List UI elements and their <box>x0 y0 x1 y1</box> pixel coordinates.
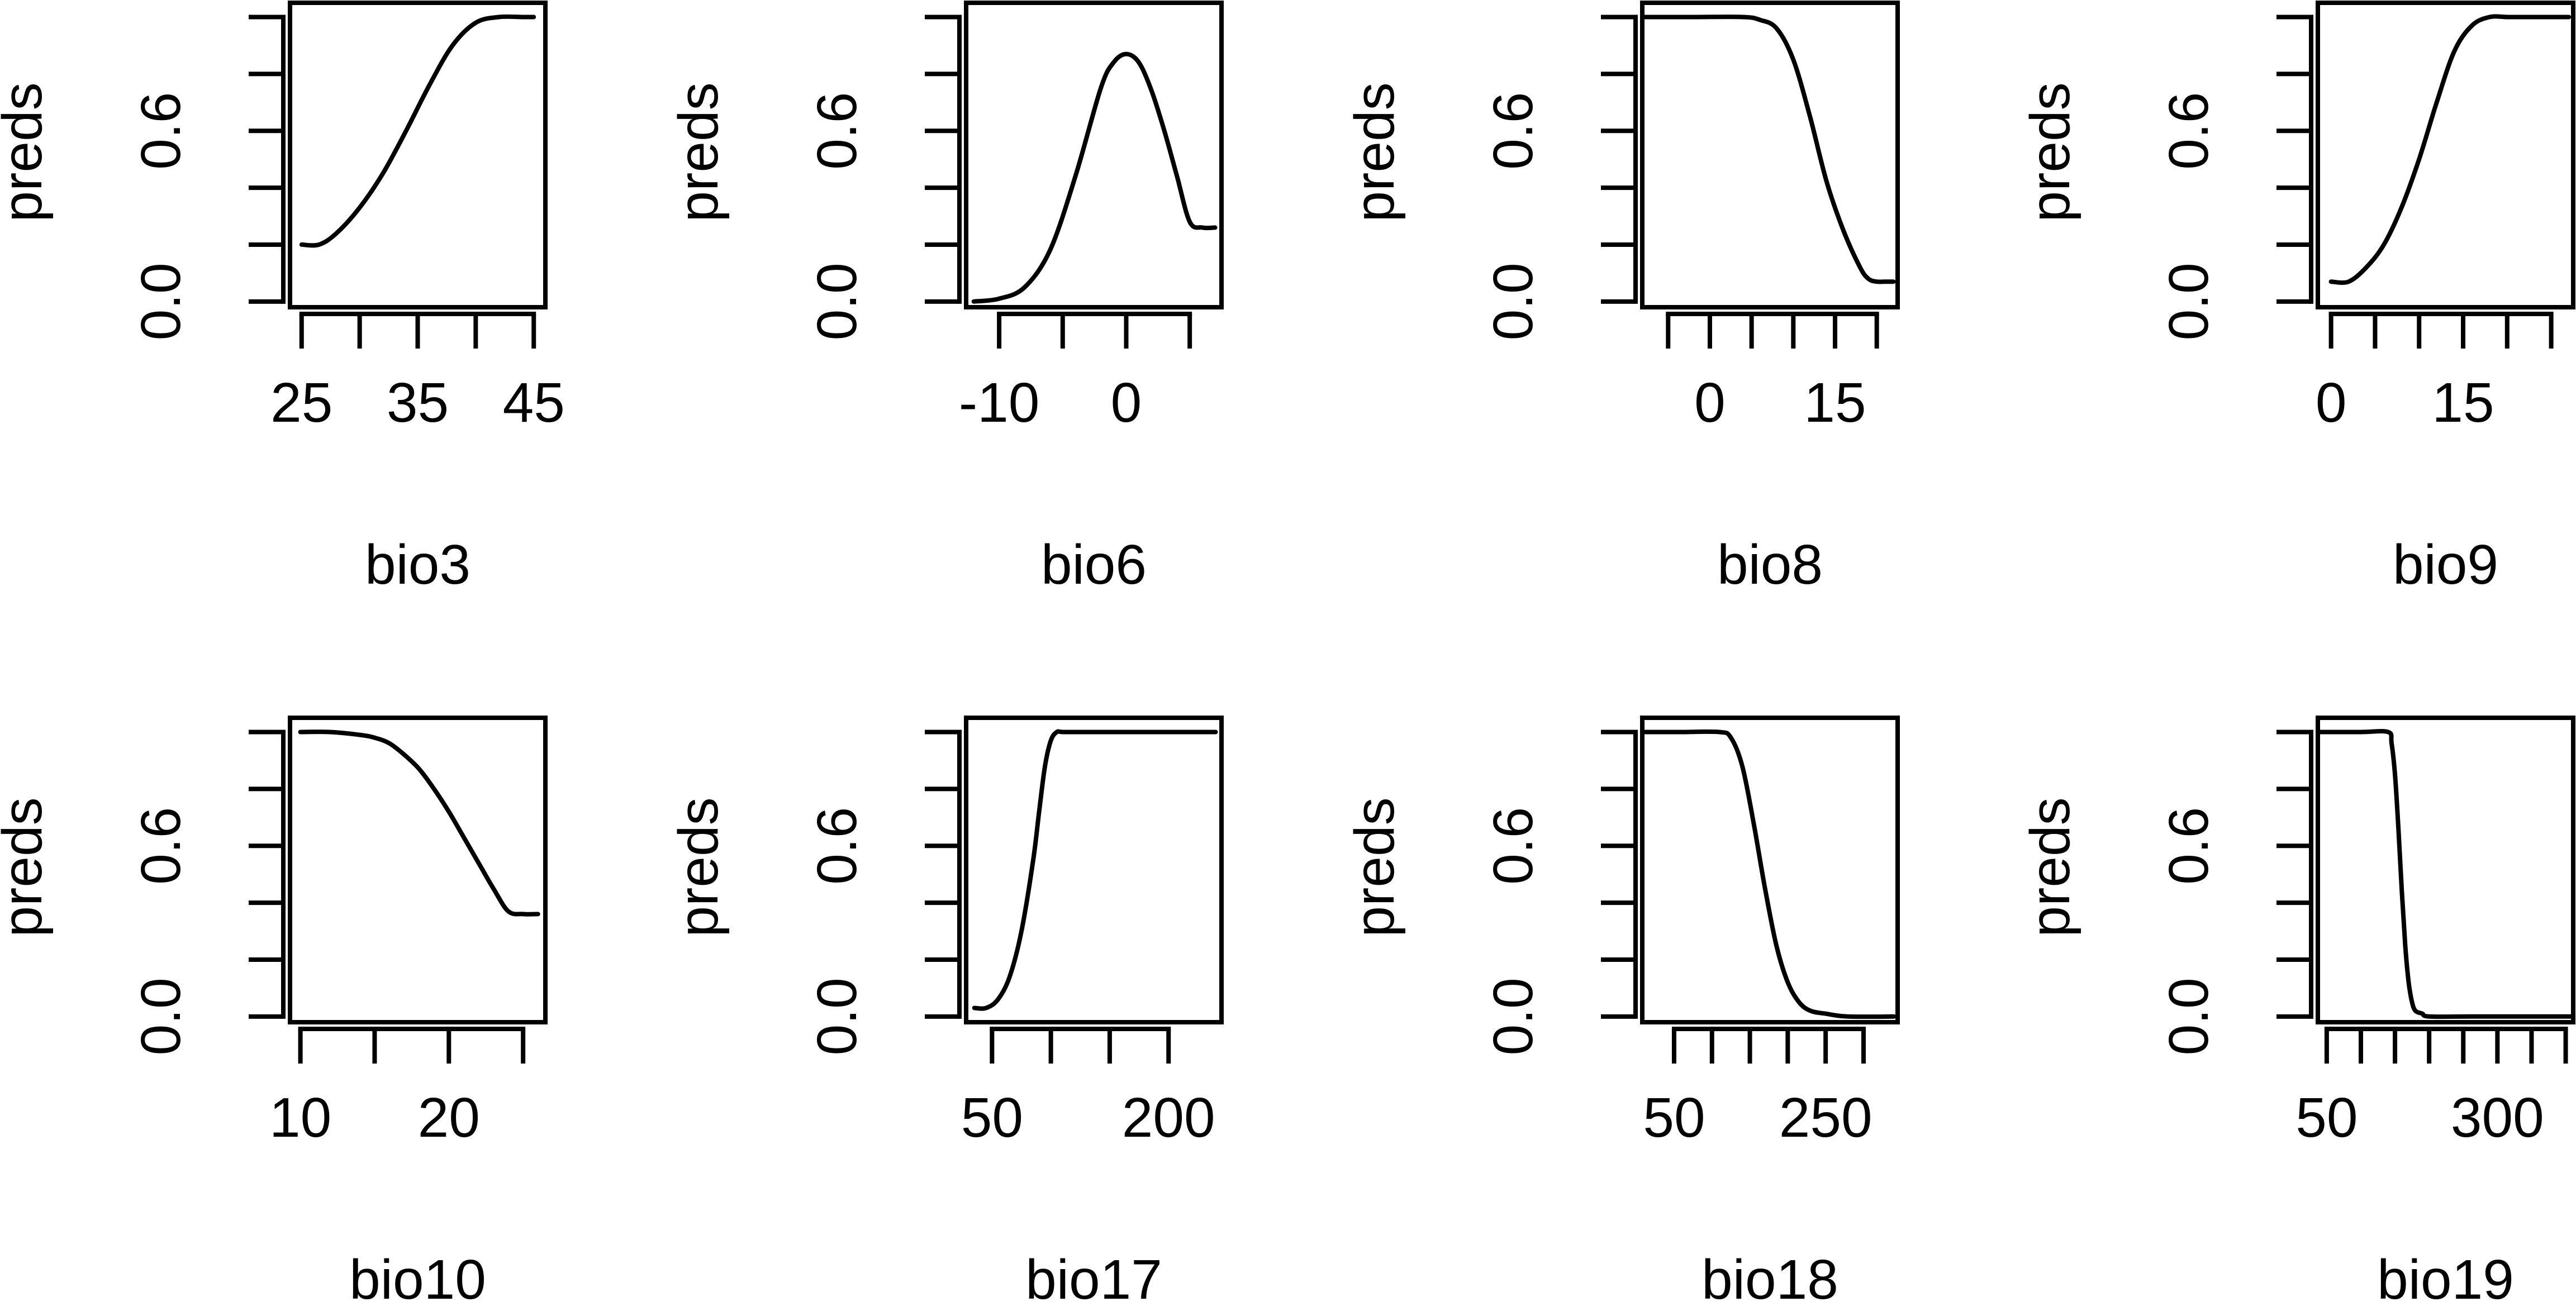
y-axis-title: preds <box>0 82 54 222</box>
y-tick-label: 0.6 <box>806 92 868 170</box>
y-tick-label: 0.6 <box>2157 92 2220 170</box>
x-axis-title: bio9 <box>2393 533 2498 596</box>
y-axis-title: preds <box>2019 797 2081 937</box>
response-curve <box>298 730 540 917</box>
y-tick-label: 0.0 <box>1482 978 1544 1055</box>
x-axis-title: bio8 <box>1717 533 1823 596</box>
response-curve <box>2316 729 2575 1019</box>
y-tick-label: 0.0 <box>806 263 868 340</box>
response-curve <box>299 14 536 248</box>
response-curve <box>1641 15 1896 284</box>
plot-frame <box>964 716 1224 1024</box>
y-tick-label: 0.0 <box>2157 978 2220 1055</box>
plot-frame <box>1640 716 1900 1024</box>
x-axis-title: bio3 <box>365 533 470 596</box>
x-tick-label: 20 <box>418 1086 480 1149</box>
x-tick-label: 300 <box>2451 1086 2544 1149</box>
x-tick-label: 50 <box>1643 1086 1705 1149</box>
x-tick-label: 50 <box>961 1086 1023 1149</box>
x-axis-title: bio19 <box>2377 1248 2514 1311</box>
y-axis-title: preds <box>667 797 730 937</box>
x-axis-title: bio18 <box>1702 1248 1838 1311</box>
x-axis-title: bio6 <box>1041 533 1147 596</box>
y-tick-label: 0.0 <box>130 263 192 340</box>
plot-frame <box>288 1 548 309</box>
plot-frame <box>288 716 548 1024</box>
y-tick-label: 0.0 <box>806 978 868 1055</box>
y-tick-label: 0.0 <box>130 978 192 1055</box>
y-axis-title: preds <box>1343 797 1406 937</box>
y-tick-label: 0.6 <box>130 807 192 885</box>
x-tick-label: 0 <box>1111 371 1142 434</box>
plot-frame <box>1640 1 1900 309</box>
x-tick-label: 15 <box>2432 371 2494 434</box>
y-tick-label: 0.6 <box>806 807 868 885</box>
x-tick-label: 200 <box>1122 1086 1215 1149</box>
y-tick-label: 0.6 <box>2157 807 2220 885</box>
panel-bio8: 0 15 0.0 0.6 bio8 preds <box>1343 1 1900 596</box>
y-axis-title: preds <box>2019 82 2081 222</box>
x-axis-title: bio10 <box>349 1248 486 1311</box>
x-tick-label: 35 <box>387 371 449 434</box>
response-curve <box>2328 14 2572 285</box>
x-tick-label: 15 <box>1804 371 1866 434</box>
response-curve <box>1641 729 1897 1019</box>
x-tick-label: 0 <box>1694 371 1726 434</box>
x-tick-label: 50 <box>2295 1086 2358 1149</box>
x-axis-title: bio17 <box>1025 1248 1162 1311</box>
plot-frame <box>2316 716 2575 1024</box>
y-axis-title: preds <box>667 82 730 222</box>
y-tick-label: 0.0 <box>2157 263 2220 340</box>
x-tick-label: 250 <box>1779 1086 1872 1149</box>
y-axis-title: preds <box>1343 82 1406 222</box>
y-tick-label: 0.6 <box>1482 807 1544 885</box>
y-tick-label: 0.6 <box>130 92 192 170</box>
panel-bio3: 25 35 45 0.0 0.6 bio3 preds <box>0 1 565 596</box>
panel-bio6: -10 0 0.0 0.6 bio6 preds <box>667 1 1224 596</box>
panel-bio9: 0 15 0.0 0.6 bio9 preds <box>2019 1 2575 596</box>
plot-frame <box>2316 1 2575 309</box>
panel-bio18: 50 250 0.0 0.6 bio18 preds <box>1343 716 1900 1311</box>
x-tick-label: -10 <box>959 371 1040 434</box>
response-curve <box>972 729 1218 1011</box>
panel-bio10: 10 20 0.0 0.6 bio10 preds <box>0 716 548 1311</box>
x-tick-label: 25 <box>270 371 332 434</box>
x-tick-label: 10 <box>269 1086 331 1149</box>
x-tick-label: 0 <box>2316 371 2347 434</box>
x-tick-label: 45 <box>503 371 565 434</box>
plot-frame <box>964 1 1224 309</box>
panel-bio17: 50 200 0.0 0.6 bio17 preds <box>667 716 1224 1311</box>
panel-bio19: 50 300 0.0 0.6 bio19 preds <box>2019 716 2575 1311</box>
response-curve <box>971 51 1218 304</box>
y-tick-label: 0.0 <box>1482 263 1544 340</box>
y-axis-title: preds <box>0 797 54 937</box>
y-tick-label: 0.6 <box>1482 92 1544 170</box>
